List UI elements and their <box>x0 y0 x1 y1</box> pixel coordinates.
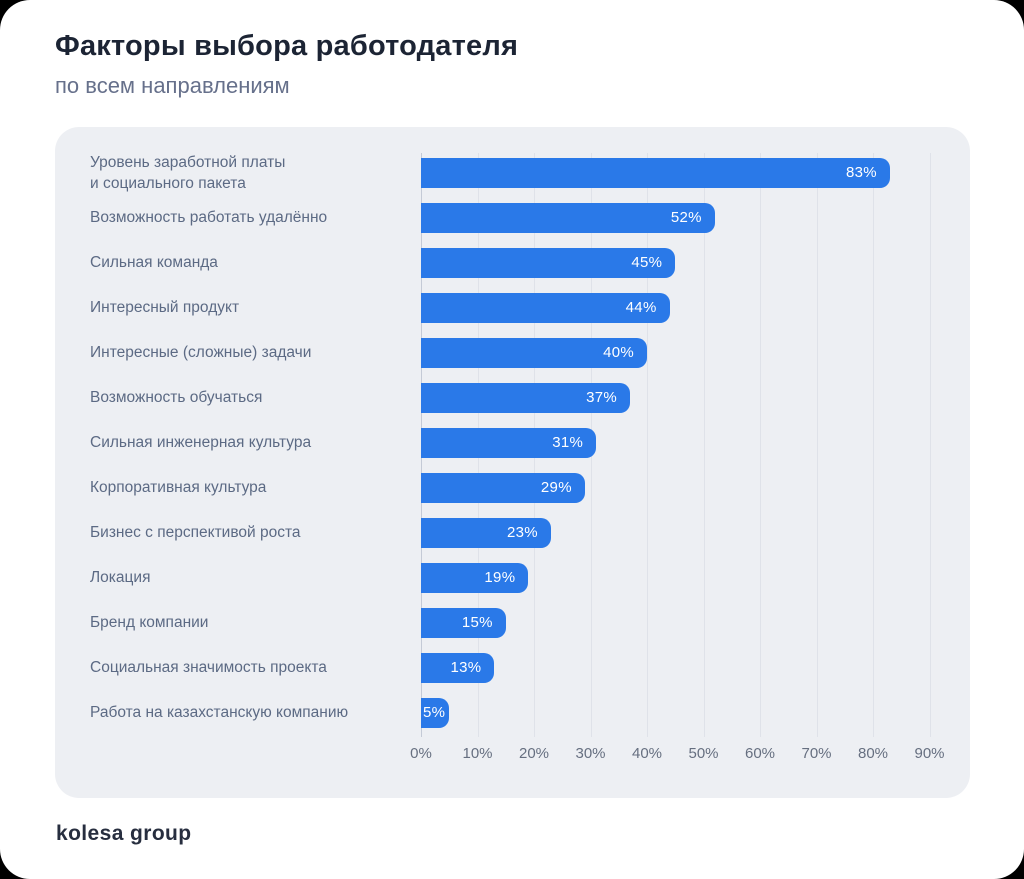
bar: 31% <box>421 427 597 458</box>
chart-row: Корпоративная культура 29% <box>55 465 970 510</box>
bar: 37% <box>421 382 631 413</box>
page-subtitle: по всем направлениям <box>55 73 290 98</box>
bar: 44% <box>421 292 670 323</box>
bar-track: 19% <box>421 562 970 593</box>
x-tick-label: 20% <box>518 745 550 762</box>
x-axis: 0% 10% 20% 30% 40% 50% 60% 70% 80% 90% <box>410 737 970 767</box>
chart-row: Сильная инженерная культура 31% <box>55 420 970 465</box>
bar-track: 23% <box>421 517 970 548</box>
bar-track: 15% <box>421 607 970 638</box>
category-label: Корпоративная культура <box>90 479 267 496</box>
x-tick-label: 0% <box>410 745 432 762</box>
bar-track: 31% <box>421 427 970 458</box>
chart-row: Бизнес с перспективой роста 23% <box>55 510 970 555</box>
bar-track: 52% <box>421 202 970 233</box>
bar-value-label: 31% <box>552 434 584 451</box>
bar: 83% <box>421 157 890 188</box>
chart-row: Сильная команда 45% <box>55 240 970 285</box>
bar-track: 29% <box>421 472 970 503</box>
category-label: Локация <box>90 569 151 586</box>
header: Факторы выбора работодателя по всем напр… <box>0 0 1024 99</box>
x-tick-label: 70% <box>801 745 832 762</box>
x-tick-label: 80% <box>857 745 889 762</box>
bar-track: 83% <box>421 157 970 188</box>
chart-row: Работа на казахстанскую компанию 5% <box>55 690 970 735</box>
bar: 52% <box>421 202 715 233</box>
chart-row: Социальная значимость проекта 13% <box>55 645 970 690</box>
category-label: Сильная команда <box>90 254 218 271</box>
bar-value-label: 29% <box>540 479 572 496</box>
bar-track: 40% <box>421 337 970 368</box>
chart-panel: Уровень заработной платы и социального п… <box>55 127 970 798</box>
footer: kolesa group <box>56 822 192 846</box>
chart-row: Бренд компании 15% <box>55 600 970 645</box>
bar-value-label: 23% <box>507 524 538 541</box>
bar-track: 45% <box>421 247 970 278</box>
bar-value-label: 45% <box>631 254 663 271</box>
x-tick-label: 10% <box>462 745 493 762</box>
category-label: Уровень заработной платы и социального п… <box>90 153 286 192</box>
bar: 23% <box>421 517 551 548</box>
chart-row: Уровень заработной платы и социального п… <box>55 150 970 195</box>
bar-value-label: 40% <box>603 344 634 361</box>
bar-value-label: 15% <box>461 614 493 631</box>
bar: 5% <box>421 697 450 728</box>
chart-row: Возможность работать удалённо 52% <box>55 195 970 240</box>
bar-value-label: 5% <box>422 704 446 721</box>
bar-track: 13% <box>421 652 970 683</box>
bar-chart: Уровень заработной платы и социального п… <box>55 127 970 735</box>
bar-value-label: 44% <box>625 299 657 316</box>
category-label: Социальная значимость проекта <box>90 659 327 676</box>
bar: 13% <box>421 652 495 683</box>
x-tick-label: 40% <box>631 745 663 762</box>
chart-row: Возможность обучаться 37% <box>55 375 970 420</box>
bar: 29% <box>421 472 585 503</box>
bar-value-label: 37% <box>586 389 618 406</box>
bar-value-label: 19% <box>484 569 516 586</box>
category-label: Интересный продукт <box>90 299 240 316</box>
category-label: Сильная инженерная культура <box>90 434 312 451</box>
category-label: Возможность работать удалённо <box>90 209 328 226</box>
x-tick-label: 30% <box>575 745 606 762</box>
bar-value-label: 52% <box>670 209 702 226</box>
bar-track: 37% <box>421 382 970 413</box>
bar: 15% <box>421 607 506 638</box>
x-tick-label: 60% <box>744 745 776 762</box>
category-label: Возможность обучаться <box>90 389 263 406</box>
bar: 40% <box>421 337 647 368</box>
bar: 19% <box>421 562 529 593</box>
category-label: Бизнес с перспективой роста <box>90 524 301 541</box>
bar-value-label: 83% <box>846 164 877 181</box>
chart-row: Локация 19% <box>55 555 970 600</box>
category-label: Бренд компании <box>90 614 209 631</box>
kolesa-group-logo: kolesa group <box>56 822 192 845</box>
page-title: Факторы выбора работодателя <box>55 30 519 62</box>
x-tick-label: 90% <box>914 745 945 762</box>
chart-row: Интересные (сложные) задачи 40% <box>55 330 970 375</box>
bar-value-label: 13% <box>450 659 482 676</box>
bar-track: 44% <box>421 292 970 323</box>
bar-track: 5% <box>421 697 970 728</box>
category-label: Работа на казахстанскую компанию <box>90 704 349 721</box>
bar: 45% <box>421 247 676 278</box>
x-tick-label: 50% <box>688 745 719 762</box>
chart-row: Интересный продукт 44% <box>55 285 970 330</box>
category-label: Интересные (сложные) задачи <box>90 344 312 361</box>
